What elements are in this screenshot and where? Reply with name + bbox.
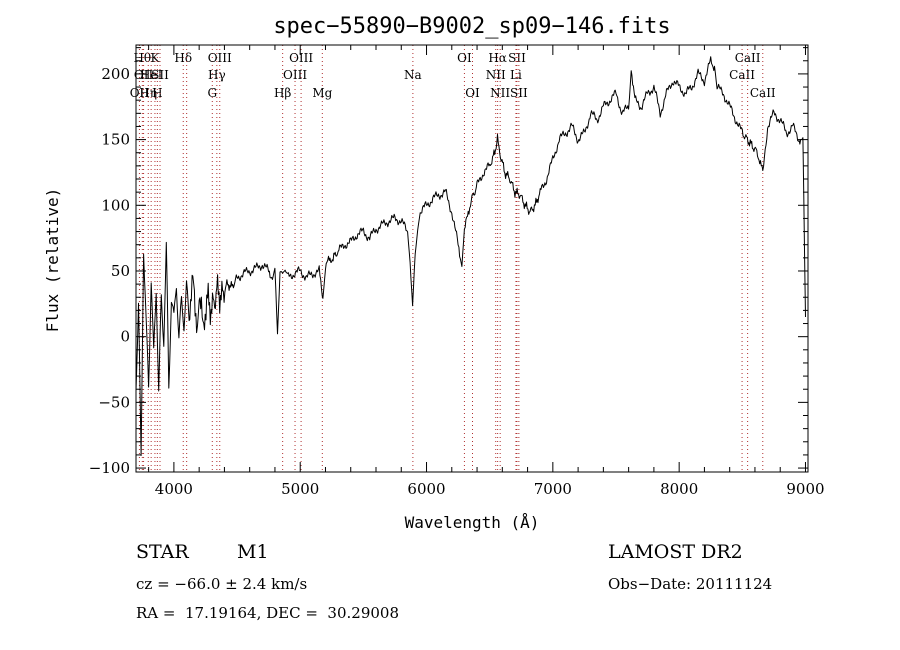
- y-tick-label: 100: [101, 196, 130, 214]
- line-marker-label: Li: [510, 68, 522, 82]
- line-marker-label: OIII: [283, 68, 307, 82]
- line-marker-label: Hα: [488, 51, 507, 65]
- chart-title: spec−55890−B9002_sp09−146.fits: [273, 14, 670, 39]
- line-marker-label: K: [150, 51, 160, 65]
- line-marker-label: SII: [151, 68, 169, 82]
- line-marker-label: OIII: [289, 51, 313, 65]
- line-marker-label: SII: [508, 51, 526, 65]
- line-marker-label: OI: [457, 51, 472, 65]
- line-marker-label: CaII: [735, 51, 761, 65]
- obs-date-text: Obs−Date: 20111124: [608, 575, 773, 593]
- line-marker-label: G: [207, 86, 217, 100]
- object-type: STAR: [136, 541, 189, 563]
- line-marker-label: Na: [404, 68, 422, 82]
- redshift-text: cz = −66.0 ± 2.4 km/s: [136, 575, 308, 593]
- x-tick-label: 5000: [281, 480, 319, 498]
- line-marker-label: HeI: [140, 68, 163, 82]
- line-marker-label: OII: [134, 68, 154, 82]
- y-tick-label: 50: [111, 262, 130, 280]
- spectral-subclass: M1: [237, 541, 269, 563]
- x-axis-label: Wavelength (Å): [405, 513, 540, 532]
- survey-name: LAMOST DR2: [608, 541, 743, 563]
- x-tick-label: 9000: [786, 480, 824, 498]
- y-axis-label: Flux (relative): [43, 188, 62, 333]
- line-marker-label: OI: [465, 86, 480, 100]
- line-marker-label: Hθ: [133, 51, 151, 65]
- x-tick-label: 7000: [534, 480, 572, 498]
- line-marker-label: Mg: [312, 86, 332, 100]
- axes: 4000 5000 6000 7000 8000 9000 −100 −50 0 50 100 150…: [89, 44, 825, 498]
- line-marker-label: Hβ: [274, 86, 291, 100]
- line-marker-label: Hγ: [208, 68, 226, 82]
- line-marker-label: NII: [490, 86, 510, 100]
- plot-frame: [135, 44, 809, 473]
- coordinates-text: RA = 17.19164, DEC = 30.29008: [136, 604, 400, 622]
- line-marker-label: Hδ: [174, 51, 192, 65]
- line-marker-label: CaII: [750, 86, 776, 100]
- line-marker-label: Hη: [139, 86, 157, 100]
- y-tick-label: 150: [101, 131, 130, 149]
- spectrum-series: [135, 56, 806, 456]
- line-markers: OIIHθOIIHηHeIKHSIIHδGHγOIIIHβOIIIOIIIMgN…: [130, 45, 776, 472]
- x-tick-label: 8000: [660, 480, 698, 498]
- y-tick-label: −50: [98, 393, 130, 411]
- line-marker-label: NII: [486, 68, 506, 82]
- x-tick-label: 6000: [407, 480, 445, 498]
- spectrum-line-0: [135, 56, 806, 456]
- y-tick-label: 0: [120, 328, 130, 346]
- line-marker-label: SII: [510, 86, 528, 100]
- plot-area: [136, 45, 808, 472]
- y-tick-label: −100: [89, 459, 130, 477]
- line-marker-label: CaII: [729, 68, 755, 82]
- line-marker-label: H: [152, 86, 162, 100]
- y-tick-label: 200: [101, 65, 130, 83]
- line-marker-label: OII: [130, 86, 150, 100]
- x-tick-label: 4000: [155, 480, 193, 498]
- line-marker-label: OIII: [208, 51, 232, 65]
